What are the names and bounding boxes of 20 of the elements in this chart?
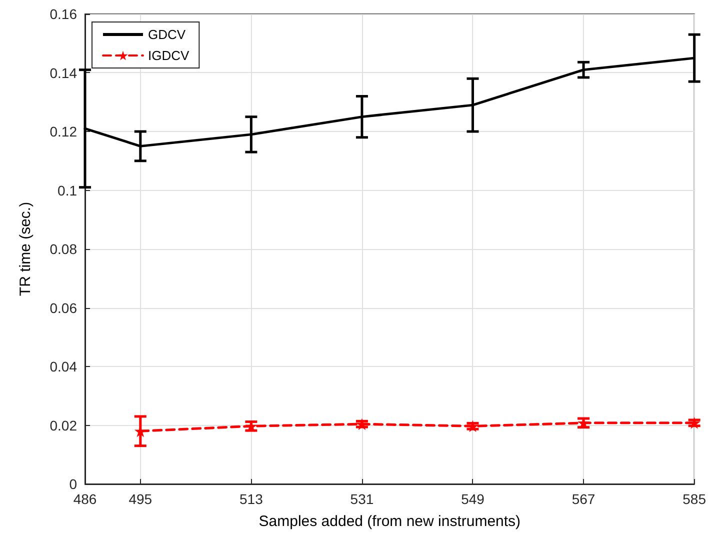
x-tick-label: 513	[240, 491, 264, 507]
y-tick-label: 0.1	[58, 182, 78, 198]
y-tick-label: 0.02	[50, 417, 78, 434]
x-tick-label: 486	[73, 491, 97, 507]
x-tick-label: 531	[350, 491, 374, 507]
y-tick-label: 0.06	[50, 300, 78, 316]
legend-label: GDCV	[148, 27, 186, 42]
y-tick-label: 0	[69, 476, 78, 492]
y-axis-title: TR time (sec.)	[17, 202, 34, 296]
x-axis-title: Samples added (from new instruments)	[258, 513, 521, 530]
y-tick-label: 0.08	[50, 241, 78, 257]
y-tick-label: 0.14	[50, 64, 78, 81]
y-tick-label: 0.16	[50, 6, 78, 22]
x-tick-label: 585	[682, 491, 706, 507]
x-tick-label: 567	[572, 491, 596, 507]
y-tick-label: 0.04	[50, 358, 78, 374]
y-tick-label: 0.12	[50, 124, 78, 140]
x-tick-label: 549	[461, 491, 485, 507]
legend-label: IGDCV	[148, 48, 190, 63]
x-tick-label: 495	[128, 491, 152, 507]
